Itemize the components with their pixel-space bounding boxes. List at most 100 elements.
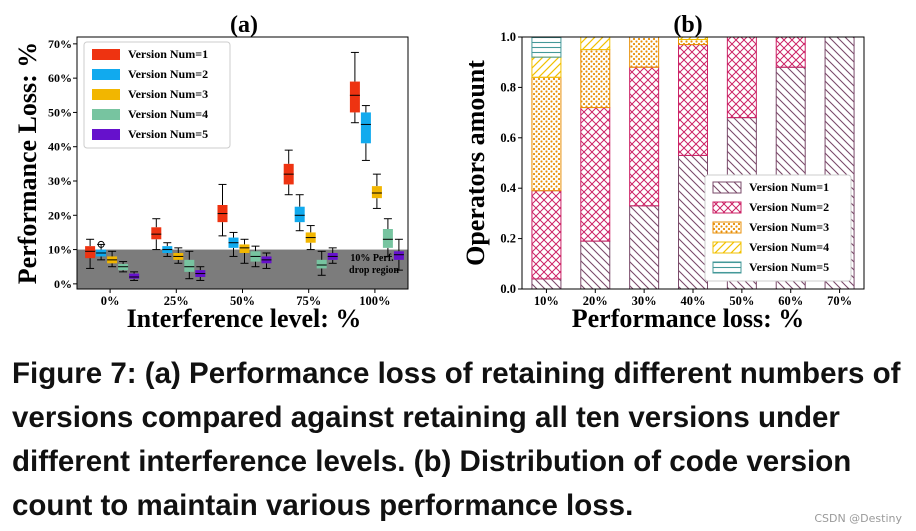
legend-a-label: Version Num=3	[128, 87, 208, 101]
bar-segment-2-40%	[679, 45, 708, 156]
ytick-label: 0%	[54, 277, 72, 291]
bar-fill	[630, 67, 659, 206]
figure: (a) Performance Loss: % Interference lev…	[0, 0, 916, 350]
bar-fill	[532, 279, 561, 289]
panel-b-label: (b)	[673, 12, 702, 38]
box-body	[240, 244, 250, 253]
xtick-label: 70%	[827, 294, 852, 308]
bar-segment-1-20%	[581, 241, 610, 289]
ytick-label: 0.8	[500, 80, 516, 94]
bar-segment-5-10%	[532, 37, 561, 57]
xtick-label: 50%	[230, 294, 255, 308]
box-1-25%	[151, 219, 161, 250]
box-1-75%	[284, 150, 294, 195]
bar-fill	[776, 37, 805, 67]
legend-b-swatch	[713, 182, 741, 193]
xtick-label: 60%	[778, 294, 803, 308]
box-3-75%	[306, 226, 316, 250]
box-body	[85, 246, 95, 258]
bar-segment-1-40%	[679, 155, 708, 289]
legend-b-swatch	[713, 202, 741, 213]
xtick-label: 50%	[729, 294, 754, 308]
legend-a-label: Version Num=4	[128, 107, 208, 121]
ytick-label: 60%	[48, 71, 72, 85]
bar-fill	[581, 241, 610, 289]
box-3-100%	[372, 174, 382, 208]
bar-fill	[581, 50, 610, 108]
xtick-label: 25%	[164, 294, 189, 308]
xtick-label: 10%	[534, 294, 559, 308]
ytick-label: 0.2	[500, 232, 516, 246]
ytick-label: 0.6	[500, 131, 516, 145]
bar-fill	[727, 37, 756, 118]
bar-segment-2-30%	[630, 67, 659, 206]
legend-b-label: Version Num=2	[749, 200, 829, 214]
xtick-label: 100%	[359, 294, 390, 308]
ytick-label: 0.0	[500, 282, 516, 296]
bar-segment-3-40%	[679, 40, 708, 45]
legend-a-swatch	[92, 129, 120, 140]
bar-fill	[581, 108, 610, 242]
bar-segment-4-10%	[532, 57, 561, 77]
bar-fill	[581, 37, 610, 50]
box-body	[383, 229, 393, 248]
box-2-100%	[361, 106, 371, 161]
panel-b-ylabel: Operators amount	[461, 60, 490, 266]
figure-caption: Figure 7: (a) Performance loss of retain…	[12, 352, 912, 528]
bar-segment-2-60%	[776, 37, 805, 67]
panel-b-xlabel: Performance loss: %	[572, 304, 804, 333]
ytick-label: 40%	[48, 140, 72, 154]
box-body	[394, 251, 404, 260]
legend-b-label: Version Num=1	[749, 180, 829, 194]
bar-fill	[679, 40, 708, 45]
box-2-75%	[295, 195, 305, 231]
bar-segment-2-20%	[581, 108, 610, 242]
panel-b-chart: (b) Operators amount Performance loss: %…	[461, 12, 864, 333]
bar-fill	[532, 57, 561, 77]
ytick-label: 20%	[48, 208, 72, 222]
legend-a-swatch	[92, 109, 120, 120]
legend-b-swatch	[713, 242, 741, 253]
box-1-100%	[350, 52, 360, 122]
ytick-label: 10%	[48, 243, 72, 257]
panel-a-label: (a)	[230, 12, 258, 38]
legend-a-label: Version Num=2	[128, 67, 208, 81]
legend-b-swatch	[713, 262, 741, 273]
legend-b-swatch	[713, 222, 741, 233]
watermark: CSDN @Destiny	[814, 512, 902, 525]
legend-b-label: Version Num=3	[749, 220, 829, 234]
legend-a-label: Version Num=5	[128, 127, 208, 141]
box-body	[317, 260, 327, 269]
xtick-label: 40%	[681, 294, 706, 308]
ytick-label: 1.0	[500, 30, 516, 44]
legend-a-swatch	[92, 49, 120, 60]
bar-segment-4-20%	[581, 37, 610, 50]
bar-fill	[532, 77, 561, 190]
bar-segment-3-10%	[532, 77, 561, 190]
legend-a-swatch	[92, 69, 120, 80]
bar-segment-3-20%	[581, 50, 610, 108]
bar-segment-2-10%	[532, 191, 561, 279]
box-body	[372, 186, 382, 198]
box-body	[151, 227, 161, 239]
bar-fill	[630, 206, 659, 289]
panel-a-chart: (a) Performance Loss: % Interference lev…	[13, 12, 408, 333]
bar-fill	[679, 155, 708, 289]
box-body	[129, 274, 139, 279]
bar-fill	[630, 37, 659, 67]
box-body	[350, 82, 360, 113]
bar-fill	[679, 45, 708, 156]
bar-segment-3-30%	[630, 37, 659, 67]
legend-a-label: Version Num=1	[128, 47, 208, 61]
bar-segment-2-50%	[727, 37, 756, 118]
panel-a-ylabel: Performance Loss: %	[13, 42, 42, 285]
bar-segment-1-30%	[630, 206, 659, 289]
panel-a-xlabel: Interference level: %	[127, 304, 362, 333]
ytick-label: 50%	[48, 105, 72, 119]
bar-segment-1-10%	[532, 279, 561, 289]
bar-fill	[532, 191, 561, 279]
box-body	[361, 112, 371, 143]
legend-b-label: Version Num=5	[749, 260, 829, 274]
box-body	[184, 260, 194, 272]
ytick-label: 70%	[48, 37, 72, 51]
